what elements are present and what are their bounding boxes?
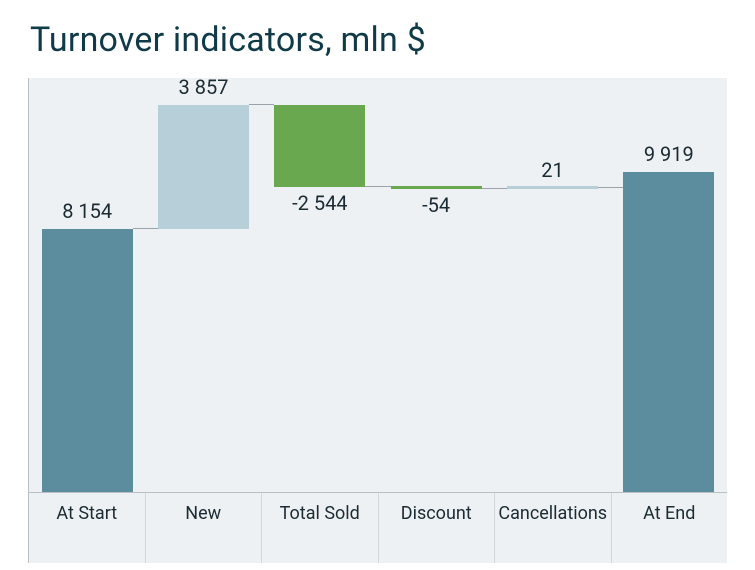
- x-axis-label: Cancellations: [495, 493, 612, 563]
- bar-total: [623, 172, 714, 492]
- chart-column: 3 857: [145, 86, 261, 492]
- value-label: 8 154: [29, 199, 145, 223]
- value-label: -54: [378, 193, 494, 217]
- chart-panel: 8 1543 857-2 544-54219 919 At StartNewTo…: [28, 78, 727, 563]
- bar-increase: [158, 105, 249, 229]
- connector-line: [249, 104, 275, 105]
- value-label: 3 857: [145, 75, 261, 99]
- bar-increase: [507, 186, 598, 188]
- bar-decrease: [391, 186, 482, 188]
- chart-column: 9 919: [611, 86, 727, 492]
- value-label: 21: [494, 158, 610, 182]
- x-axis-label: Discount: [379, 493, 496, 563]
- x-axis-label: At Start: [29, 493, 146, 563]
- chart-column: -2 544: [262, 86, 378, 492]
- connector-line: [482, 188, 508, 189]
- chart-column: -54: [378, 86, 494, 492]
- bar-decrease: [274, 105, 365, 187]
- chart-title: Turnover indicators, mln $: [30, 20, 727, 60]
- connector-line: [133, 228, 159, 229]
- x-axis-label: New: [146, 493, 263, 563]
- x-axis-label: Total Sold: [262, 493, 379, 563]
- plot-area: 8 1543 857-2 544-54219 919: [29, 86, 727, 493]
- x-axis-label: At End: [612, 493, 728, 563]
- chart-column: 8 154: [29, 86, 145, 492]
- connector-line: [365, 186, 391, 187]
- bar-total: [42, 229, 133, 492]
- value-label: 9 919: [611, 142, 727, 166]
- value-label: -2 544: [262, 191, 378, 215]
- connector-line: [598, 187, 624, 188]
- chart-column: 21: [494, 86, 610, 492]
- x-axis-band: At StartNewTotal SoldDiscountCancellatio…: [29, 493, 727, 563]
